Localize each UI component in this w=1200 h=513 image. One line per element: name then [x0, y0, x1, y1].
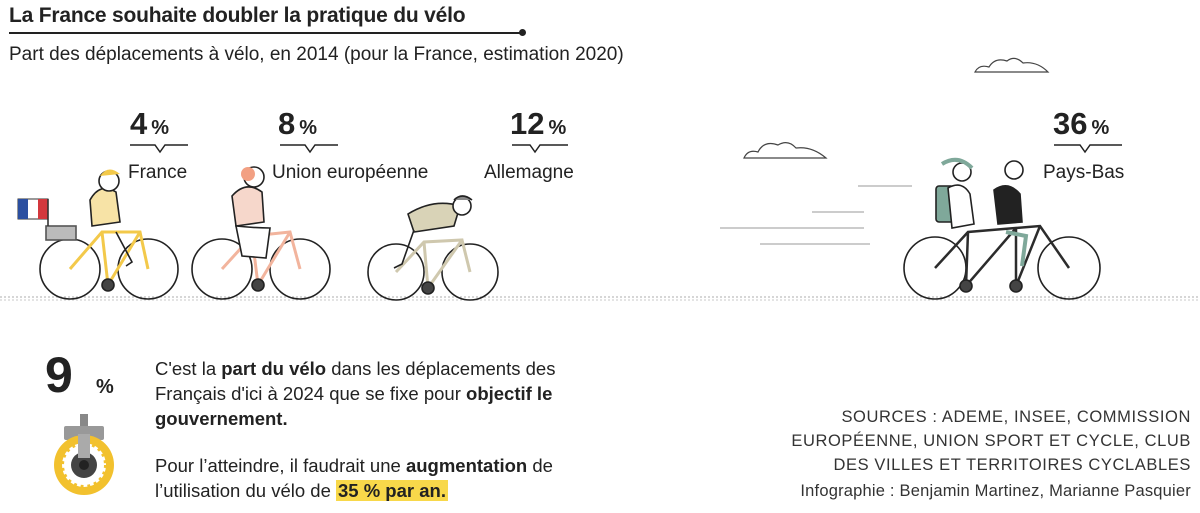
text-run: C'est la — [155, 358, 222, 379]
goal-description: C'est la part du vélo dans les déplaceme… — [155, 356, 595, 431]
cloud-icon — [743, 142, 828, 159]
text-run: Pour l’atteindre, il faudrait une — [155, 455, 406, 476]
callout-eu — [280, 144, 338, 154]
growth-description: Pour l’atteindre, il faudrait une augmen… — [155, 453, 595, 503]
highlight-text: 35 % par an. — [336, 480, 448, 501]
gear-icon — [959, 279, 973, 293]
value-number: 12 — [510, 106, 545, 141]
gear-icon — [251, 278, 265, 292]
value-unit: % — [299, 117, 318, 139]
category-label-germany: Allemagne — [484, 162, 574, 183]
text-run: de l’utilisation du vélo de — [155, 455, 553, 501]
callout-germany — [512, 144, 568, 154]
sources-line: SOURCES : ADEME, INSEE, COMMISSION — [841, 408, 1191, 426]
sources-line: EUROPÉENNE, UNION SPORT ET CYCLE, CLUB — [791, 432, 1191, 450]
goal-unit: % — [96, 376, 114, 398]
cyclist-germany — [367, 195, 499, 301]
value-number: 8 — [278, 106, 296, 141]
value-unit: % — [151, 117, 170, 139]
bicycle-gear-icon — [54, 414, 114, 495]
sources: SOURCES : ADEME, INSEE, COMMISSION EUROP… — [791, 405, 1191, 477]
title-underline — [9, 32, 522, 34]
value-unit: % — [1091, 117, 1110, 139]
value-unit: % — [548, 117, 567, 139]
text-run: dans les déplacements des Français d'ici… — [155, 358, 556, 404]
title-dot — [519, 29, 526, 36]
chart-title: La France souhaite doubler la pratique d… — [9, 4, 466, 27]
goal-value: 9 — [45, 347, 73, 403]
wheel — [269, 238, 331, 300]
wheel — [441, 243, 499, 301]
text-bold: objectif le gouvernement. — [155, 383, 553, 429]
category-label-france: France — [128, 162, 188, 183]
gear-icon — [101, 278, 115, 292]
value-label-eu: 8% — [278, 108, 317, 139]
callout-marks — [130, 144, 1122, 154]
cyclist-eu — [191, 166, 331, 300]
value-number: 4 — [130, 106, 148, 141]
text-bold: augmentation — [405, 455, 528, 476]
chart-subtitle: Part des déplacements à vélo, en 2014 (p… — [9, 44, 624, 65]
wheel — [367, 243, 425, 301]
value-label-netherlands: 36% — [1053, 108, 1109, 139]
value-label-germany: 12% — [510, 108, 566, 139]
gear-icon — [1009, 279, 1023, 293]
gear-icon — [421, 281, 435, 295]
cyclist-france — [17, 169, 179, 300]
text-bold: part du vélo — [221, 358, 327, 379]
cyclists-netherlands — [903, 157, 1101, 300]
category-label-netherlands: Pays-Bas — [1043, 162, 1125, 183]
value-number: 36 — [1053, 106, 1088, 141]
sources-line: DES VILLES ET TERRITOIRES CYCLABLES — [833, 456, 1191, 474]
wheel — [1037, 236, 1101, 300]
callout-netherlands — [1054, 144, 1122, 154]
callout-france — [130, 144, 188, 154]
speed-lines — [720, 185, 912, 245]
value-label-france: 4% — [130, 108, 169, 139]
ground — [0, 296, 1200, 301]
cloud-icon — [974, 57, 1050, 73]
credit: Infographie : Benjamin Martinez, Mariann… — [800, 482, 1191, 500]
wheel — [191, 238, 253, 300]
category-label-eu: Union européenne — [272, 162, 429, 183]
